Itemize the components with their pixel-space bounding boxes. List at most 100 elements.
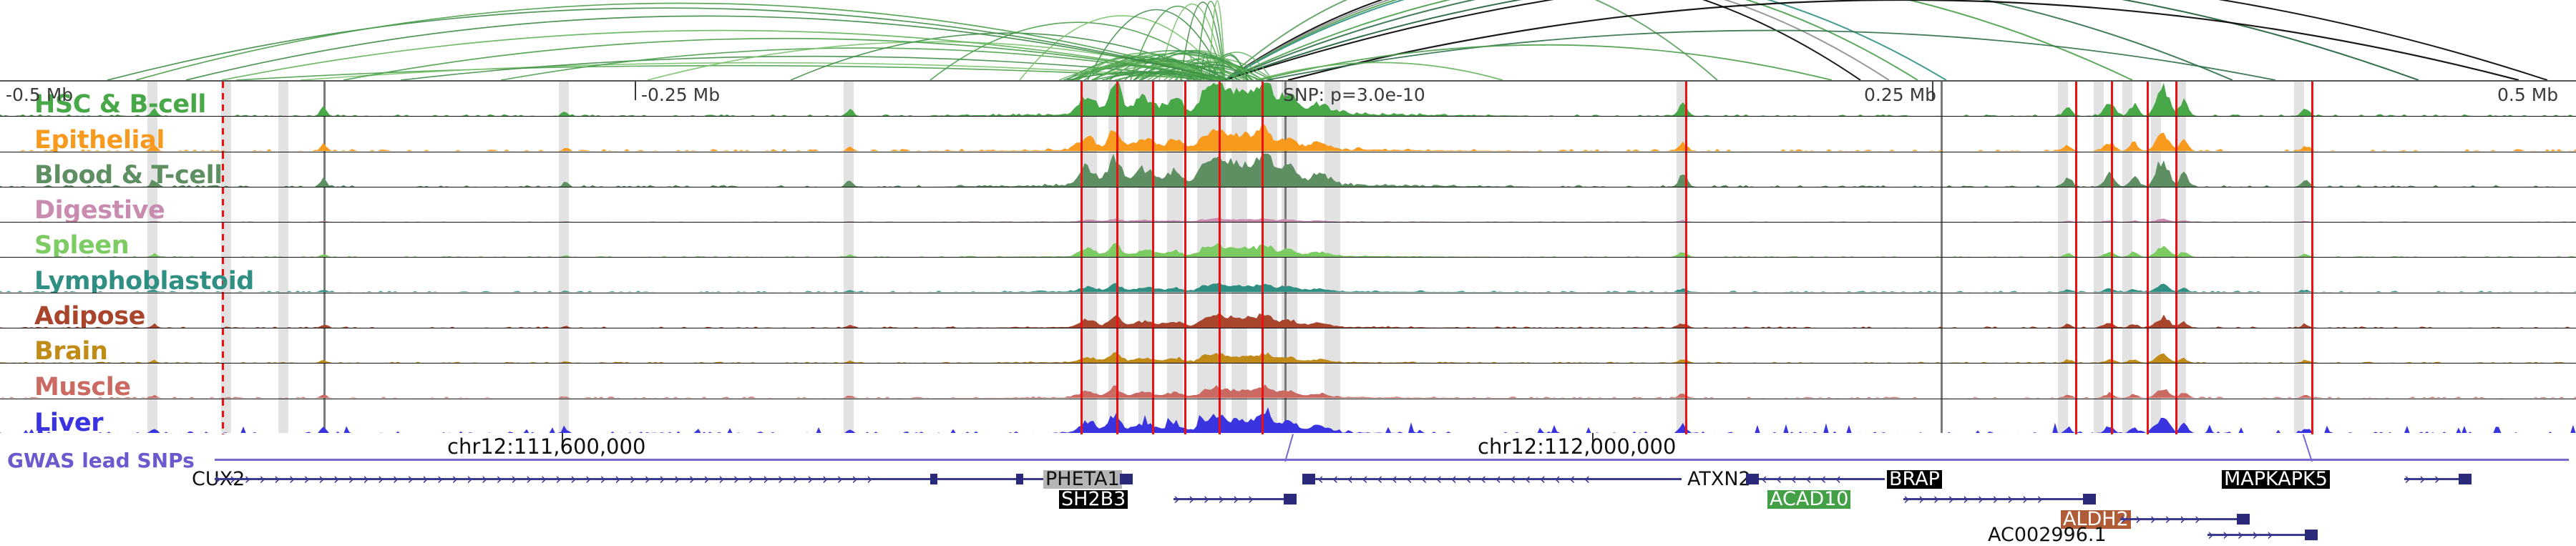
highlight-band <box>844 223 854 258</box>
gwas-snp-marker <box>1116 328 1119 364</box>
gene-sh2b3[interactable]: SH2B3 › › › › › › <box>0 489 2576 509</box>
gene-body <box>215 478 1055 480</box>
gene-label-acad10[interactable]: ACAD10 <box>1767 489 1851 509</box>
gwas-lead-snps-label: GWAS lead SNPs <box>7 449 195 472</box>
gwas-snp-marker <box>1152 328 1155 364</box>
gene-strand-arrows: ‹ ‹ ‹ ‹ ‹ ‹ ‹ ‹ ‹ ‹ ‹ ‹ ‹ ‹ ‹ ‹ ‹ ‹ ‹ ‹ <box>1302 470 1599 489</box>
signal-track-digestive: Digestive <box>0 187 2576 223</box>
highlight-band <box>2122 328 2132 364</box>
highlight-band <box>2058 364 2068 399</box>
reference-line <box>1941 293 1943 328</box>
highlight-band <box>2151 293 2161 328</box>
signal-profile <box>0 364 2576 399</box>
gene-label-brap[interactable]: BRAP <box>1887 469 1942 489</box>
gene-strand-arrows: ‹ ‹ ‹ ‹ ‹ ‹ ‹ <box>1746 470 1850 489</box>
gwas-snp-marker <box>2075 399 2078 434</box>
gwas-snp-marker <box>1219 82 1221 117</box>
gwas-snp-marker <box>2075 223 2078 258</box>
reference-line <box>1941 328 1943 364</box>
gene-label-sh2b3[interactable]: SH2B3 <box>1059 489 1128 509</box>
gwas-snp-marker <box>1184 187 1187 223</box>
gwas-snp-marker <box>222 152 225 187</box>
gene-acad10[interactable]: ACAD10 › › › › › › › › › › <box>0 489 2576 509</box>
gene-label-aldh2[interactable]: ALDH2 <box>2061 510 2131 529</box>
highlight-band <box>2122 293 2132 328</box>
gwas-snp-marker <box>2111 364 2114 399</box>
highlight-band <box>2058 328 2068 364</box>
gwas-snp-marker <box>1116 187 1119 223</box>
highlight-band <box>844 293 854 328</box>
highlight-band <box>1197 258 1213 293</box>
gene-brap[interactable]: BRAP ‹ ‹ ‹ ‹ ‹ ‹ ‹ <box>0 469 2576 489</box>
gene-ac002996-1[interactable]: AC002996.1 › › › › › <box>0 524 2576 546</box>
highlight-band <box>2058 117 2068 152</box>
highlight-band <box>147 223 157 258</box>
gene-body <box>2404 478 2469 480</box>
gwas-snp-marker <box>1184 364 1187 399</box>
gwas-snp-marker <box>1184 223 1187 258</box>
highlight-band <box>2094 328 2104 364</box>
highlight-band <box>1324 223 1340 258</box>
gwas-snp-marker <box>1080 258 1083 293</box>
gwas-snp-marker <box>2147 187 2150 223</box>
gwas-snp-marker <box>1219 293 1221 328</box>
gene-label-pheta1[interactable]: PHETA1 <box>1043 469 1122 489</box>
highlight-band <box>844 117 854 152</box>
gwas-snp-marker <box>2111 117 2114 152</box>
highlight-band <box>1231 328 1247 364</box>
highlight-band <box>2176 187 2186 223</box>
signal-profile <box>0 82 2576 117</box>
gwas-snp-marker <box>1184 258 1187 293</box>
gene-label-mapkapk5[interactable]: MAPKAPK5 <box>2222 469 2330 489</box>
gene-exon <box>2237 514 2250 525</box>
gwas-snp-marker <box>1184 152 1187 187</box>
highlight-band <box>2058 82 2068 117</box>
snp-connector <box>1284 434 1294 462</box>
track-label-digestive: Digestive <box>34 196 165 223</box>
gwas-snp-marker <box>2175 187 2178 223</box>
gene-body <box>1903 498 2093 500</box>
highlight-band <box>1324 399 1340 434</box>
highlight-band <box>2058 399 2068 434</box>
highlight-band <box>1167 328 1183 364</box>
exon-block <box>930 474 937 484</box>
highlight-band <box>1677 293 1687 328</box>
gwas-snp-marker <box>2175 258 2178 293</box>
gene-strand-arrows: › › › › › › › › › › › › › › › › › › › › … <box>215 470 882 489</box>
axis-tick-1 <box>635 82 636 100</box>
highlight-band <box>1677 328 1687 364</box>
gene-atxn2[interactable]: ATXN2 ‹ ‹ ‹ ‹ ‹ ‹ ‹ ‹ ‹ ‹ ‹ ‹ ‹ ‹ ‹ ‹ ‹ ‹… <box>0 468 2576 490</box>
reference-line <box>1941 82 1943 117</box>
gene-exon <box>2083 494 2096 504</box>
highlight-band <box>278 117 288 152</box>
signal-track-adipose: Adipose <box>0 293 2576 329</box>
track-label-blood-t-cell: Blood & T-cell <box>34 160 223 187</box>
highlight-band <box>844 152 854 187</box>
reference-line <box>1941 187 1943 223</box>
gwas-snp-marker <box>1116 117 1119 152</box>
gwas-snp-marker <box>1685 82 1688 117</box>
highlight-band <box>2294 293 2304 328</box>
highlight-band <box>1197 187 1213 223</box>
highlight-band <box>559 328 569 364</box>
gwas-snp-marker <box>1152 117 1155 152</box>
exon-block <box>1016 474 1023 484</box>
highlight-band <box>2151 328 2161 364</box>
highlight-band <box>1138 328 1154 364</box>
highlight-band <box>2094 117 2104 152</box>
gene-label-ac002996-1[interactable]: AC002996.1 <box>1988 524 2107 546</box>
gwas-snp-marker <box>1219 258 1221 293</box>
gwas-snp-marker <box>1152 258 1155 293</box>
gene-aldh2[interactable]: ALDH2 › › › › › › <box>0 510 2576 529</box>
gene-label-atxn2[interactable]: ATXN2 <box>1687 468 1751 490</box>
gene-exon <box>2459 474 2472 484</box>
gwas-snp-marker <box>1152 152 1155 187</box>
gene-cux2[interactable]: CUX2 › › › › › › › › › › › › › › › › › › … <box>0 469 2576 489</box>
reference-line <box>323 152 326 187</box>
gwas-snp-marker <box>1219 399 1221 434</box>
gwas-snp-marker <box>1080 364 1083 399</box>
gene-mapkapk5[interactable]: MAPKAPK5 › › › <box>0 469 2576 489</box>
signal-profile <box>0 152 2576 187</box>
gwas-snp-marker <box>2147 328 2150 364</box>
gwas-snp-marker <box>2175 152 2178 187</box>
